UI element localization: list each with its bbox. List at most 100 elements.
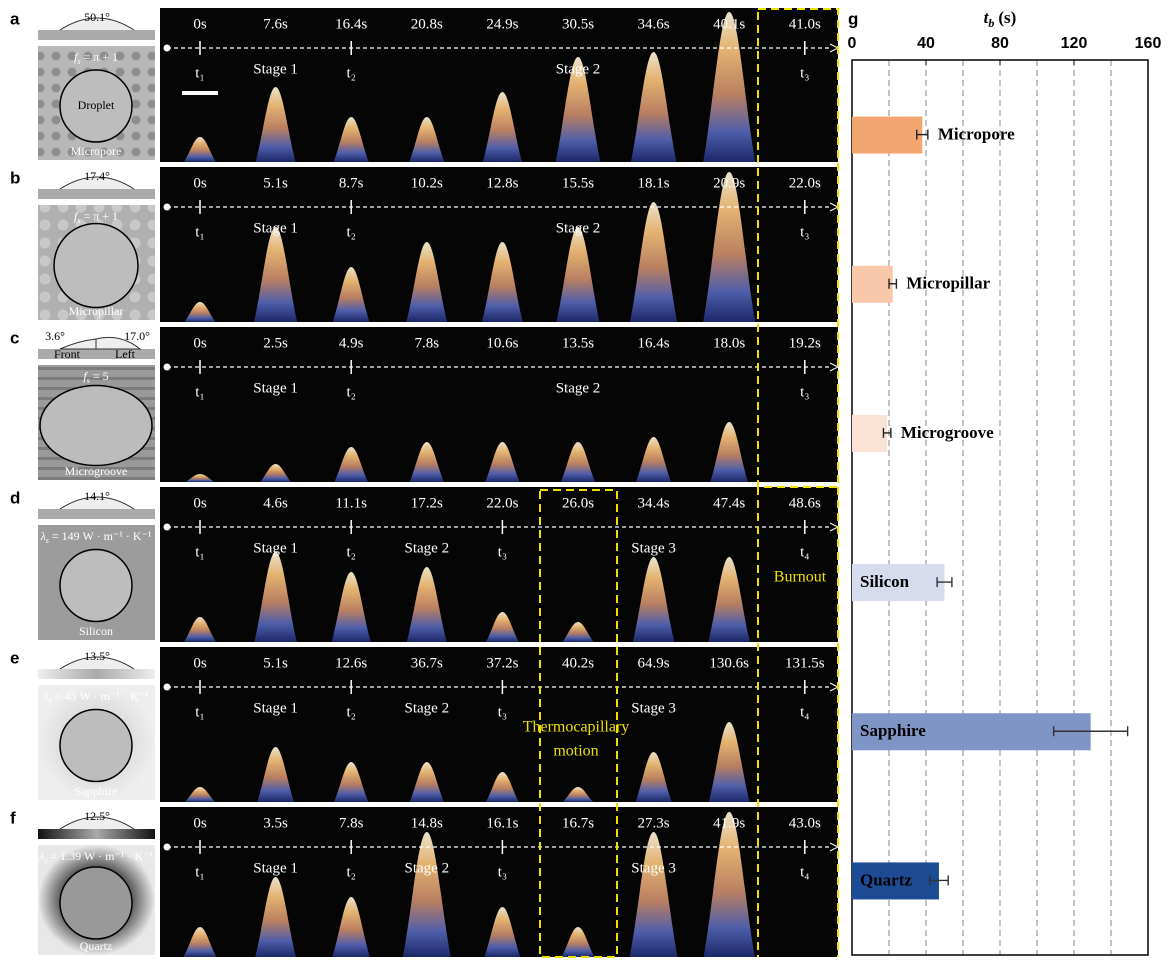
contact-angle: 17.4° [84, 169, 110, 183]
stage-label: Stage 2 [405, 700, 450, 716]
time-marker: t₁ [195, 224, 204, 240]
category-label: Micropillar [906, 274, 990, 293]
time-label: 10.6s [486, 335, 518, 351]
time-label: 18.1s [638, 175, 670, 191]
time-marker: t₃ [498, 544, 507, 560]
annotation: Thermocapillary [523, 719, 630, 736]
x-tick-label: 160 [1135, 35, 1162, 52]
time-label: 0s [193, 495, 207, 511]
stage-label: Stage 3 [631, 860, 676, 876]
formula-rhs: = π + 1 [83, 50, 118, 64]
time-label: 11.1s [335, 495, 367, 511]
time-label: 43.0s [789, 815, 821, 831]
time-marker: t₂ [346, 544, 355, 560]
time-marker: t₄ [800, 704, 809, 720]
photo-strip: a50.1°fs= π + 1DropletMicropore0s7.6s16.… [10, 8, 838, 957]
time-label: 16.1s [486, 815, 518, 831]
droplet [60, 867, 132, 939]
time-label: 16.7s [562, 815, 594, 831]
formula: λs= 45 W · m⁻¹ · K⁻¹ [43, 689, 149, 705]
time-label: 16.4s [638, 335, 670, 351]
time-label: 0s [193, 335, 207, 351]
time-label: 30.5s [562, 16, 594, 32]
category-label: Silicon [860, 572, 910, 591]
droplet [60, 550, 132, 622]
time-label: 22.0s [789, 175, 821, 191]
time-marker: t₂ [346, 224, 355, 240]
formula-sub: s [77, 216, 80, 225]
substrate-side [38, 509, 155, 519]
view-label: Left [115, 347, 136, 361]
time-label: 36.7s [411, 655, 443, 671]
annotation: motion [553, 743, 598, 760]
time-label: 18.0s [713, 335, 745, 351]
formula-sub: s [77, 57, 80, 66]
time-label: 20.9s [713, 175, 745, 191]
contact-angle: 17.0° [124, 329, 150, 343]
time-marker: t₂ [346, 384, 355, 400]
sample-label: Micropore [71, 144, 122, 158]
time-label: 27.3s [638, 815, 670, 831]
sample-label: Micropillar [69, 304, 124, 318]
droplet [40, 386, 152, 466]
time-marker: t₁ [195, 65, 204, 81]
time-label: 5.1s [263, 655, 288, 671]
time-marker: t₃ [800, 384, 809, 400]
formula-sub: s [87, 376, 90, 385]
stage-label: Stage 1 [253, 860, 298, 876]
time-label: 130.6s [709, 655, 749, 671]
contact-angle: 50.1° [84, 10, 110, 24]
time-label: 16.4s [335, 16, 367, 32]
time-label: 7.6s [263, 16, 288, 32]
time-label: 2.5s [263, 335, 288, 351]
arrow-origin [164, 844, 171, 851]
category-label: Sapphire [860, 721, 926, 740]
category-label: Micropore [938, 124, 1015, 143]
time-label: 0s [193, 16, 207, 32]
stage-label: Stage 1 [253, 380, 298, 396]
time-label: 24.9s [486, 16, 518, 32]
bar [852, 117, 922, 154]
formula-rhs: = 1.39 W · m⁻¹ · K⁻¹ [50, 849, 153, 863]
time-label: 0s [193, 655, 207, 671]
formula-sub: s [44, 856, 47, 865]
time-marker: t₁ [195, 704, 204, 720]
time-marker: t₂ [346, 704, 355, 720]
droplet-label: Droplet [78, 98, 115, 112]
panel-label: f [10, 808, 16, 827]
bar [852, 415, 887, 452]
time-label: 10.2s [411, 175, 443, 191]
time-label: 0s [193, 175, 207, 191]
sample-label: Microgroove [65, 464, 128, 478]
time-label: 12.8s [486, 175, 518, 191]
time-marker: t₁ [195, 384, 204, 400]
axis-title: tb(s) [984, 8, 1017, 30]
time-marker: t₃ [800, 224, 809, 240]
time-label: 47.4s [713, 495, 745, 511]
arrow-origin [164, 204, 171, 211]
arrow-origin [164, 524, 171, 531]
panel-label: a [10, 9, 20, 28]
stage-label: Stage 1 [253, 700, 298, 716]
stage-label: Stage 2 [405, 540, 450, 556]
time-label: 26.0s [562, 495, 594, 511]
time-label: 20.8s [411, 16, 443, 32]
time-label: 7.8s [415, 335, 440, 351]
formula: λs= 149 W · m⁻¹ · K⁻¹ [40, 529, 152, 545]
substrate-side [38, 189, 155, 199]
time-label: 48.6s [789, 495, 821, 511]
arrow-origin [164, 45, 171, 52]
stage-label: Stage 1 [253, 61, 298, 77]
panel-label: d [10, 488, 20, 507]
stage-label: Stage 2 [405, 860, 450, 876]
time-label: 3.5s [263, 815, 288, 831]
sample-label: Quartz [80, 939, 113, 953]
formula-rhs: = π + 1 [83, 209, 118, 223]
time-marker: t₂ [346, 864, 355, 880]
formula: λs= 1.39 W · m⁻¹ · K⁻¹ [38, 849, 153, 865]
x-tick-label: 0 [848, 35, 857, 52]
sample-label: Sapphire [75, 784, 118, 798]
x-tick-label: 80 [991, 35, 1009, 52]
time-label: 4.6s [263, 495, 288, 511]
droplet [54, 224, 138, 308]
